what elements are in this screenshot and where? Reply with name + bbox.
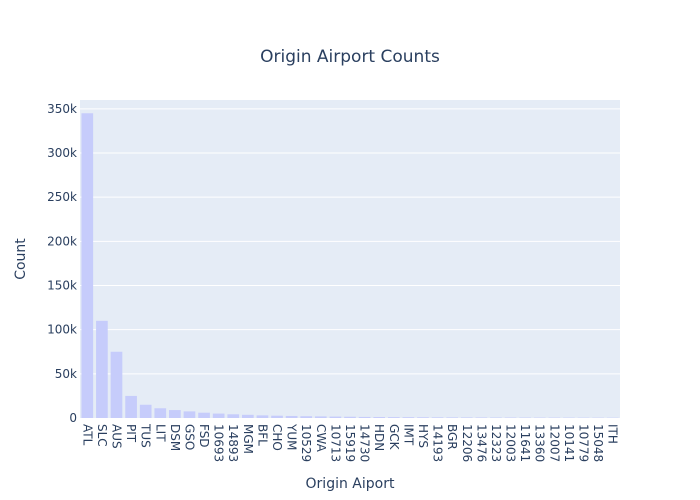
x-tick-label: GSO — [182, 424, 196, 450]
x-tick-label: AUS — [109, 424, 123, 449]
y-tick-label: 0 — [69, 411, 77, 425]
x-tick-label: HYS — [416, 424, 430, 448]
x-tick-label: 15919 — [343, 424, 357, 462]
x-tick-label: 12206 — [460, 424, 474, 462]
x-tick-label: BFL — [255, 424, 269, 446]
x-tick-label: HDN — [372, 424, 386, 451]
bar-15919[interactable] — [344, 416, 356, 418]
bars — [81, 113, 619, 419]
bar-14893[interactable] — [227, 414, 240, 418]
x-tick-label: 10529 — [299, 424, 313, 462]
chart-title: Origin Airport Counts — [260, 47, 440, 67]
bar-14193[interactable] — [431, 417, 444, 418]
x-tick-label: 11641 — [518, 424, 532, 462]
bar-IMT[interactable] — [402, 417, 415, 418]
y-tick-label: 250k — [47, 190, 77, 204]
bar-LIT[interactable] — [154, 408, 167, 418]
x-tick-label: ITH — [606, 424, 620, 444]
bar-DSM[interactable] — [169, 410, 181, 418]
bar-12206[interactable] — [460, 417, 473, 418]
x-tick-label: PIT — [124, 424, 138, 443]
y-tick-label: 350k — [47, 102, 77, 116]
bar-10693[interactable] — [212, 413, 225, 418]
bar-YUM[interactable] — [285, 415, 298, 418]
bar-BGR[interactable] — [446, 417, 458, 418]
y-axis-title: Count — [13, 238, 29, 280]
bar-AUS[interactable] — [110, 351, 123, 418]
x-tick-label: SLC — [95, 424, 109, 447]
x-tick-label: 14893 — [226, 424, 240, 462]
x-axis-ticks: ATL SLC AUS PIT TUS LIT DSM GSO FSD 10693 14893 MGM… — [80, 423, 619, 462]
x-tick-label: 10141 — [562, 424, 576, 462]
x-tick-label: FSD — [197, 424, 211, 448]
x-tick-label: LIT — [153, 424, 167, 442]
bar-CWA[interactable] — [314, 416, 327, 418]
bar-14730[interactable] — [358, 416, 371, 418]
bar-PIT[interactable] — [125, 395, 137, 418]
bar-SLC[interactable] — [96, 320, 108, 418]
y-tick-label: 300k — [47, 146, 77, 160]
y-tick-label: 150k — [47, 279, 77, 293]
x-tick-label: DSM — [168, 424, 182, 451]
bar-MGM[interactable] — [242, 414, 254, 418]
bar-10529[interactable] — [300, 416, 313, 418]
bar-GCK[interactable] — [387, 417, 400, 418]
x-tick-label: YUM — [285, 423, 299, 450]
grid-lines — [80, 108, 620, 375]
x-tick-label: CWA — [314, 424, 328, 453]
bar-HYS[interactable] — [417, 417, 429, 418]
bar-ATL[interactable] — [81, 113, 94, 418]
x-tick-label: ATL — [80, 424, 94, 446]
x-tick-label: MGM — [241, 424, 255, 454]
x-tick-label: GCK — [387, 424, 401, 451]
x-tick-label: 13476 — [474, 424, 488, 462]
y-tick-label: 50k — [55, 367, 77, 381]
x-tick-label: 12007 — [547, 424, 561, 462]
bar-BFL[interactable] — [256, 415, 269, 418]
bar-GSO[interactable] — [183, 411, 196, 419]
x-tick-label: 14730 — [358, 424, 372, 462]
bar-CHO[interactable] — [271, 415, 283, 418]
x-tick-label: 10713 — [328, 424, 342, 462]
x-tick-label: CHO — [270, 424, 284, 451]
x-axis-title: Origin Aiport — [306, 476, 395, 492]
x-tick-label: TUS — [139, 423, 153, 448]
bar-TUS[interactable] — [139, 404, 152, 418]
x-tick-label: 13360 — [533, 424, 547, 462]
plot-background — [80, 100, 620, 418]
x-tick-label: BGR — [445, 424, 459, 450]
y-tick-label: 100k — [47, 323, 77, 337]
y-axis-ticks: 0 50k 100k 150k 200k 250k 300k 350k — [47, 102, 77, 425]
bar-FSD[interactable] — [198, 412, 210, 418]
x-tick-label: 10693 — [212, 424, 226, 462]
x-tick-label: 10779 — [577, 424, 591, 462]
x-tick-label: 15048 — [591, 424, 605, 462]
y-tick-label: 200k — [47, 234, 77, 248]
x-tick-label: IMT — [401, 424, 415, 446]
bar-HDN[interactable] — [373, 417, 386, 418]
x-tick-label: 14193 — [431, 424, 445, 462]
bar-10713[interactable] — [329, 416, 342, 418]
x-tick-label: 12323 — [489, 424, 503, 462]
x-tick-label: 12003 — [504, 424, 518, 462]
